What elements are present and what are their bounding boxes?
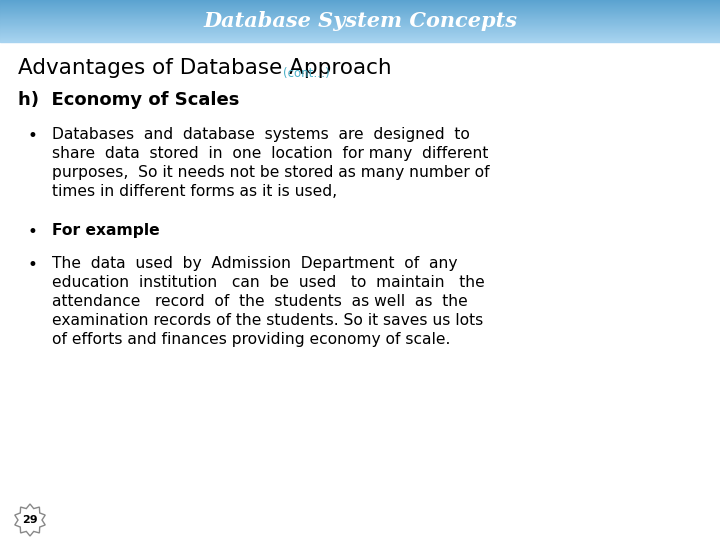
Text: Advantages of Database Approach: Advantages of Database Approach bbox=[18, 58, 392, 78]
Text: Databases  and  database  systems  are  designed  to: Databases and database systems are desig… bbox=[52, 127, 470, 142]
Text: For example: For example bbox=[52, 223, 160, 238]
Text: share  data  stored  in  one  location  for many  different: share data stored in one location for ma… bbox=[52, 146, 488, 161]
Text: examination records of the students. So it saves us lots: examination records of the students. So … bbox=[52, 313, 483, 328]
Text: The  data  used  by  Admission  Department  of  any: The data used by Admission Department of… bbox=[52, 256, 457, 271]
Text: education  institution   can  be  used   to  maintain   the: education institution can be used to mai… bbox=[52, 275, 485, 290]
Text: h)  Economy of Scales: h) Economy of Scales bbox=[18, 91, 239, 109]
Text: (cont…): (cont…) bbox=[283, 68, 330, 80]
Text: •: • bbox=[28, 223, 38, 241]
Text: attendance   record  of  the  students  as well  as  the: attendance record of the students as wel… bbox=[52, 294, 468, 309]
Text: of efforts and finances providing economy of scale.: of efforts and finances providing econom… bbox=[52, 332, 451, 347]
Text: times in different forms as it is used,: times in different forms as it is used, bbox=[52, 184, 337, 199]
Text: •: • bbox=[28, 127, 38, 145]
Text: Database System Concepts: Database System Concepts bbox=[203, 11, 517, 31]
Text: •: • bbox=[28, 256, 38, 274]
Text: purposes,  So it needs not be stored as many number of: purposes, So it needs not be stored as m… bbox=[52, 165, 490, 180]
Text: 29: 29 bbox=[22, 515, 38, 525]
